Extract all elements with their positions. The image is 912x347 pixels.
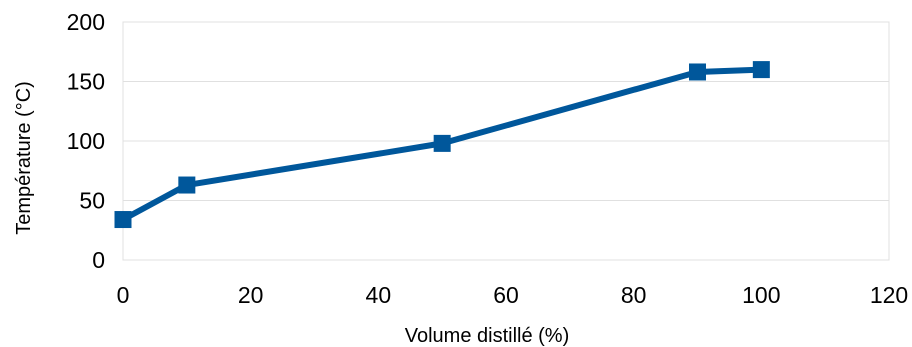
x-axis-title: Volume distillé (%) <box>405 325 570 347</box>
data-point-marker <box>433 134 451 152</box>
x-tick-label: 60 <box>493 282 519 308</box>
data-point-marker <box>114 211 132 229</box>
y-tick-label: 0 <box>92 247 105 273</box>
y-axis-title: Température (°C) <box>13 81 35 235</box>
x-tick-label: 0 <box>117 282 130 308</box>
y-tick-label: 50 <box>79 188 105 214</box>
data-point-marker <box>178 176 196 194</box>
y-tick-label: 200 <box>67 9 105 35</box>
y-tick-label: 100 <box>67 128 105 154</box>
x-tick-label: 80 <box>621 282 647 308</box>
data-point-marker <box>689 63 706 81</box>
plot-area-border <box>122 21 890 261</box>
y-axis-tick-labels: 0 50 100 150 200 <box>67 9 105 273</box>
data-point-marker <box>752 61 770 79</box>
x-tick-label: 20 <box>238 282 264 308</box>
x-tick-label: 40 <box>366 282 392 308</box>
x-tick-label: 100 <box>742 282 780 308</box>
y-tick-label: 150 <box>67 69 105 95</box>
series-group <box>114 61 770 229</box>
x-tick-label: 120 <box>870 282 908 308</box>
x-axis-tick-labels: 0 20 40 60 80 100 120 <box>117 282 909 308</box>
